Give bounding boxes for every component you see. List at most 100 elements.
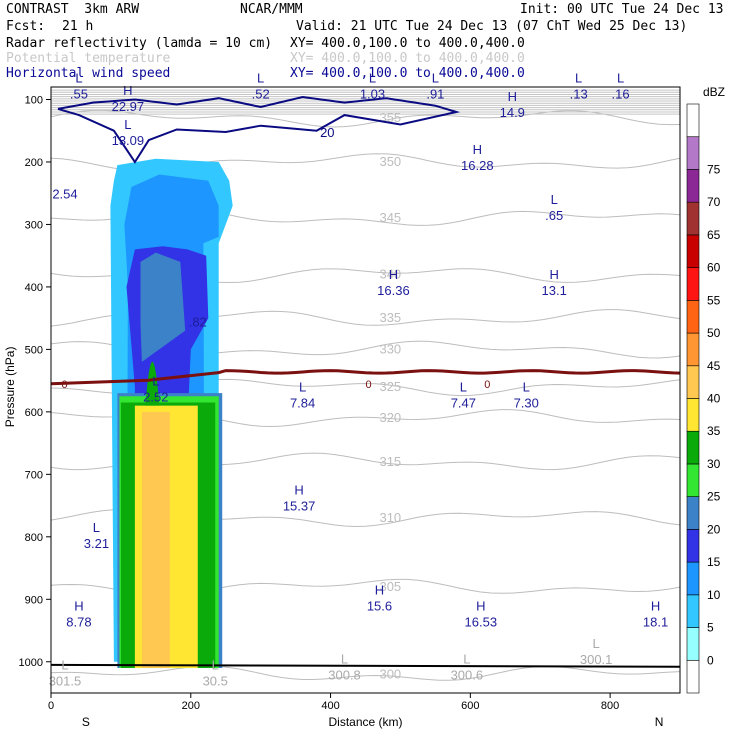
extremum-value-2: .52 bbox=[252, 86, 270, 101]
extremum-type-2: L bbox=[257, 70, 264, 85]
extremum-value-22: 8.78 bbox=[66, 614, 91, 629]
extremum-type-6: L bbox=[617, 70, 624, 85]
extremum-value-3: 1.03 bbox=[360, 86, 385, 101]
freezing-level-label: 0 bbox=[366, 379, 372, 391]
extremum-type-12: H bbox=[389, 267, 398, 282]
colorbar-label: 55 bbox=[707, 293, 721, 307]
colorbar-label: 40 bbox=[707, 392, 721, 406]
extremum-value-7: 14.9 bbox=[500, 105, 525, 120]
extremum-value-25: 301.5 bbox=[49, 674, 82, 689]
field-xy-theta: XY= 400.0,100.0 to 400.0,400.0 bbox=[290, 51, 525, 66]
extremum-type-15: L bbox=[152, 373, 159, 388]
colorbar-label: 15 bbox=[707, 555, 721, 569]
extremum-value-21: 15.6 bbox=[367, 599, 392, 614]
extremum-type-11: L bbox=[551, 192, 558, 207]
wind-speed-contour-20 bbox=[57, 95, 461, 164]
theta-label-335: 335 bbox=[379, 310, 401, 325]
y-axis-label: Pressure (hPa) bbox=[3, 347, 17, 428]
org-label: NCAR/MMM bbox=[240, 2, 303, 17]
reflectivity-updraft-30dbz bbox=[145, 361, 160, 406]
extremum-type-16: L bbox=[299, 380, 306, 395]
colorbar-label: 25 bbox=[707, 490, 721, 504]
theta-contour-355 bbox=[51, 109, 680, 128]
theta-label-300: 300 bbox=[379, 666, 401, 681]
valid-time: Valid: 21 UTC Tue 24 Dec 13 (07 ChT Wed … bbox=[296, 19, 688, 34]
colorbar-segment bbox=[686, 234, 700, 268]
y-tick-label: 300 bbox=[25, 219, 43, 231]
colorbar-label: 60 bbox=[707, 261, 721, 275]
colorbar-segment bbox=[686, 136, 700, 170]
theta-label-325: 325 bbox=[379, 379, 401, 394]
extremum-value-19: 15.37 bbox=[283, 499, 316, 514]
extremum-value-9: 16.28 bbox=[461, 158, 494, 173]
extremum-value-24: 18.1 bbox=[643, 614, 668, 629]
extremum-value-8: 13.09 bbox=[112, 133, 145, 148]
x-tick-label: 400 bbox=[321, 700, 339, 712]
y-tick-label: 1000 bbox=[19, 657, 43, 669]
extremum-type-29: L bbox=[593, 636, 600, 651]
extremum-type-26: L bbox=[212, 658, 219, 673]
field-name-reflectivity: Radar reflectivity (lamda = 10 cm) bbox=[6, 36, 273, 51]
y-tick-label: 400 bbox=[25, 282, 43, 294]
extremum-value-20: 3.21 bbox=[84, 536, 109, 551]
extremum-type-5: L bbox=[575, 70, 582, 85]
x-tick-label: 600 bbox=[461, 700, 479, 712]
y-tick-label: 500 bbox=[25, 344, 43, 356]
theta-label-330: 330 bbox=[379, 341, 401, 356]
freezing-level-label: 0 bbox=[484, 379, 490, 391]
extremum-type-4: L bbox=[432, 70, 439, 85]
extremum-type-21: H bbox=[375, 583, 384, 598]
extremum-value-14: .82 bbox=[189, 314, 207, 329]
colorbar-label: 0 bbox=[707, 653, 714, 667]
extremum-type-27: L bbox=[341, 651, 348, 666]
extremum-value-18: 7.30 bbox=[514, 396, 539, 411]
extremum-type-17: L bbox=[460, 380, 467, 395]
reflectivity-column-40dbz bbox=[141, 411, 170, 669]
colorbar-label: 75 bbox=[707, 162, 721, 176]
colorbar-segment bbox=[686, 398, 700, 432]
colorbar-label: 50 bbox=[707, 326, 721, 340]
forecast-hour: 21 h bbox=[62, 19, 94, 34]
theta-label-350: 350 bbox=[379, 154, 401, 169]
field-name-wind: Horizontal wind speed bbox=[6, 66, 171, 81]
freezing-level-line bbox=[51, 369, 680, 386]
colorbar-segment bbox=[686, 169, 700, 203]
theta-label-345: 345 bbox=[379, 210, 401, 225]
colorbar-segment bbox=[686, 267, 700, 301]
extremum-value-23: 16.53 bbox=[465, 614, 498, 629]
extremum-value-10: 2.54 bbox=[52, 186, 77, 201]
colorbar-segment bbox=[686, 627, 700, 661]
colorbar-segment bbox=[686, 463, 700, 497]
extremum-type-25: L bbox=[61, 658, 68, 673]
extremum-type-13: H bbox=[550, 267, 559, 282]
y-tick-label: 700 bbox=[25, 469, 43, 481]
colorbar-segment bbox=[686, 529, 700, 563]
extremum-type-1: H bbox=[123, 83, 132, 98]
extremum-value-12: 16.36 bbox=[377, 283, 410, 298]
ground-surface-line bbox=[51, 663, 680, 668]
colorbar-segment bbox=[686, 103, 700, 138]
reflectivity-20dbz bbox=[140, 252, 186, 362]
x-axis-end-left: S bbox=[82, 715, 90, 729]
colorbar-label: 30 bbox=[707, 457, 721, 471]
extremum-type-7: H bbox=[508, 89, 517, 104]
extremum-value-15: 2.52 bbox=[143, 389, 168, 404]
init-time: Init: 00 UTC Tue 24 Dec 13 bbox=[520, 2, 724, 17]
extremum-value-1: 22.97 bbox=[112, 99, 145, 114]
y-tick-label: 100 bbox=[25, 94, 43, 106]
colorbar-segment bbox=[686, 430, 700, 465]
extremum-value-29: 300.1 bbox=[580, 652, 613, 667]
x-tick-label: 800 bbox=[601, 700, 619, 712]
colorbar-label: 70 bbox=[707, 195, 721, 209]
colorbar-label: 10 bbox=[707, 588, 721, 602]
extremum-value-5: .13 bbox=[570, 86, 588, 101]
plot-frame bbox=[50, 86, 681, 694]
extremum-value-4: .91 bbox=[426, 86, 444, 101]
y-tick-label: 900 bbox=[25, 594, 43, 606]
colorbar-label: 65 bbox=[707, 228, 721, 242]
extremum-type-23: H bbox=[476, 598, 485, 613]
theta-label-310: 310 bbox=[379, 510, 401, 525]
extremum-type-24: H bbox=[651, 598, 660, 613]
